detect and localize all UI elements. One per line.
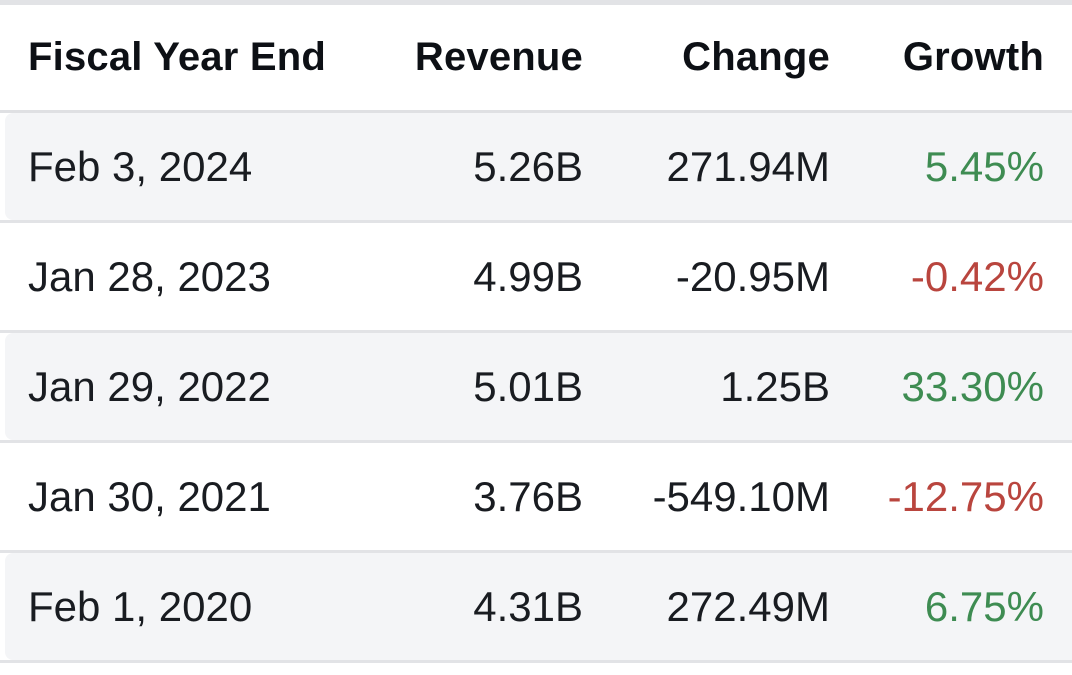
fiscal-year-end-value: Jan 30, 2021 xyxy=(28,472,271,520)
row-stripe-background xyxy=(5,553,1072,660)
fiscal-year-end-value: Jan 29, 2022 xyxy=(28,362,271,410)
table-row: Feb 3, 2024 5.26B 271.94M 5.45% xyxy=(0,113,1072,223)
column-header-change: Change xyxy=(682,35,830,79)
table-row: Jan 28, 2023 4.99B -20.95M -0.42% xyxy=(0,223,1072,333)
fiscal-year-end-value: Feb 3, 2024 xyxy=(28,142,253,190)
change-value: 272.49M xyxy=(666,582,830,630)
row-stripe-background xyxy=(5,113,1072,220)
revenue-value: 5.26B xyxy=(473,142,583,190)
revenue-value: 3.76B xyxy=(473,472,583,520)
table-top-divider xyxy=(0,0,1072,5)
table-row: Jan 29, 2022 5.01B 1.25B 33.30% xyxy=(0,333,1072,443)
column-header-revenue: Revenue xyxy=(414,35,583,79)
column-header-fiscal-year-end: Fiscal Year End xyxy=(28,35,326,79)
row-stripe-background xyxy=(5,333,1072,440)
fiscal-year-end-value: Feb 1, 2020 xyxy=(28,582,253,630)
growth-value: 6.75% xyxy=(924,582,1044,630)
revenue-value: 5.01B xyxy=(473,362,583,410)
growth-value: 5.45% xyxy=(924,142,1044,190)
change-value: 1.25B xyxy=(720,362,830,410)
table-header-row: Fiscal Year End Revenue Change Growth xyxy=(0,5,1072,113)
change-value: 271.94M xyxy=(666,142,830,190)
change-value: -549.10M xyxy=(652,472,830,520)
column-header-growth: Growth xyxy=(902,35,1044,79)
table-row: Feb 1, 2020 4.31B 272.49M 6.75% xyxy=(0,553,1072,663)
revenue-history-table: Fiscal Year End Revenue Change Growth Fe… xyxy=(0,5,1072,663)
revenue-value: 4.99B xyxy=(473,252,583,300)
change-value: -20.95M xyxy=(675,252,830,300)
growth-value: 33.30% xyxy=(901,362,1044,410)
fiscal-year-end-value: Jan 28, 2023 xyxy=(28,252,271,300)
growth-value: -12.75% xyxy=(887,472,1044,520)
growth-value: -0.42% xyxy=(910,252,1044,300)
revenue-value: 4.31B xyxy=(473,582,583,630)
table-row: Jan 30, 2021 3.76B -549.10M -12.75% xyxy=(0,443,1072,553)
